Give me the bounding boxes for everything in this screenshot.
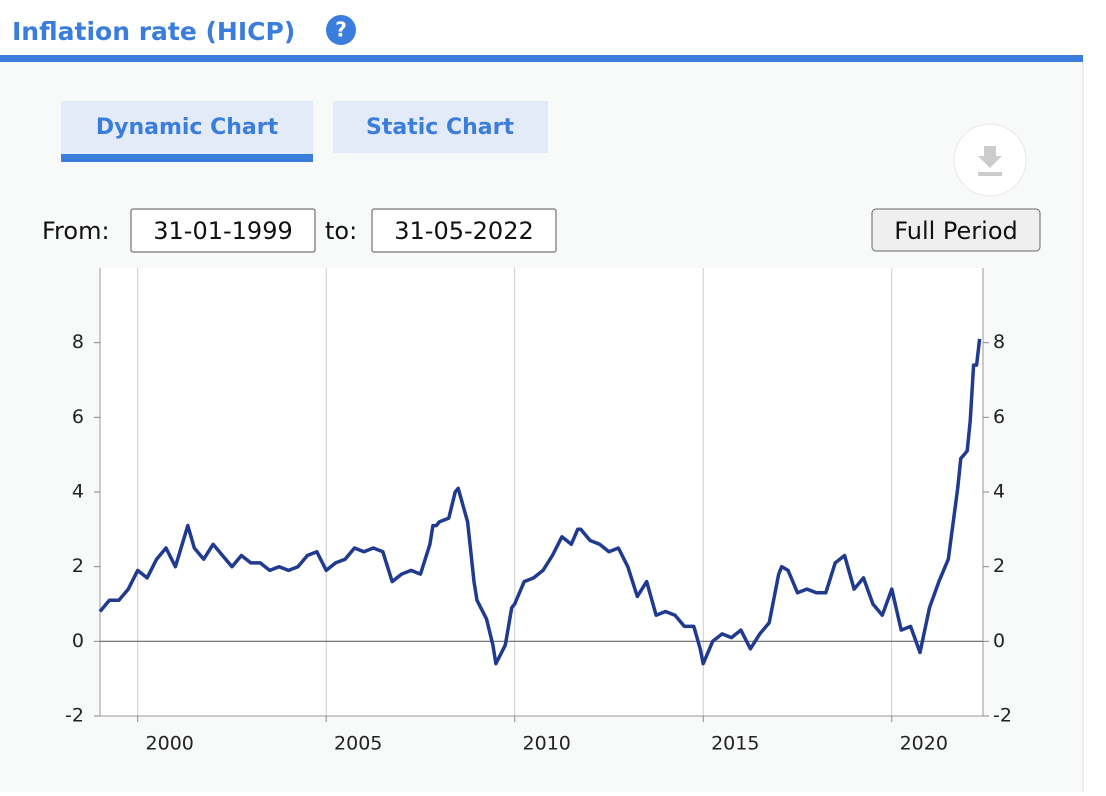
y-tick-label: 8 bbox=[72, 331, 84, 353]
y-tick-label: 4 bbox=[72, 481, 84, 503]
full-period-button[interactable] bbox=[871, 208, 1041, 252]
chart: 2000 2005 2010 2015 2020 -2 0 2 4 6 8 -2 0 2 4 6 8 bbox=[65, 268, 1012, 755]
tab-label: Static Chart bbox=[366, 115, 514, 140]
page-title: Inflation rate (HICP) bbox=[12, 17, 295, 46]
y-tick-label: 2 bbox=[72, 555, 84, 577]
x-tick-label: 2015 bbox=[711, 733, 759, 755]
y2-tick-label: 8 bbox=[993, 331, 1005, 353]
to-value: 31-05-2022 bbox=[394, 217, 533, 245]
to-input[interactable] bbox=[371, 208, 557, 253]
to-label: to: bbox=[325, 217, 357, 245]
tab-dynamic[interactable] bbox=[61, 101, 313, 154]
x-tick-label: 2005 bbox=[334, 733, 382, 755]
tab-label: Dynamic Chart bbox=[96, 115, 279, 140]
y-tick-label: 6 bbox=[72, 406, 84, 428]
help-icon[interactable] bbox=[326, 15, 356, 45]
x-tick-label: 2020 bbox=[900, 733, 948, 755]
button-label: Full Period bbox=[894, 217, 1018, 245]
from-input[interactable] bbox=[130, 208, 316, 253]
tab-underline bbox=[61, 154, 313, 162]
x-tick-label: 2000 bbox=[146, 733, 194, 755]
y2-tick-label: 4 bbox=[993, 481, 1005, 503]
plot-area bbox=[100, 268, 983, 716]
x-tick-label: 2010 bbox=[523, 733, 571, 755]
from-label: From: bbox=[42, 217, 110, 245]
from-value: 31-01-1999 bbox=[153, 217, 292, 245]
title-rule bbox=[0, 55, 1083, 62]
y2-tick-label: 0 bbox=[993, 630, 1005, 652]
tab-static[interactable] bbox=[333, 101, 548, 153]
y2-tick-label: 2 bbox=[993, 555, 1005, 577]
y-tick-label: -2 bbox=[65, 705, 84, 727]
y2-tick-label: -2 bbox=[993, 705, 1012, 727]
series-line bbox=[98, 338, 982, 666]
y2-tick-label: 6 bbox=[993, 406, 1005, 428]
help-glyph: ? bbox=[335, 18, 347, 42]
download-icon bbox=[978, 146, 1002, 176]
y-tick-label: 0 bbox=[72, 630, 84, 652]
